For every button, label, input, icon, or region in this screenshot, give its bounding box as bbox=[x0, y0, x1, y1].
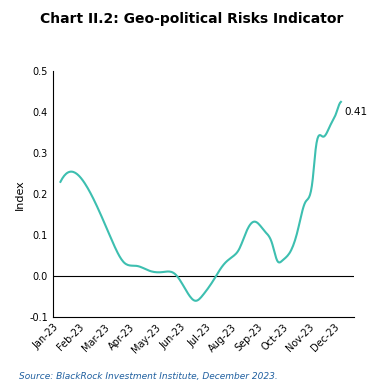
Text: 0.41: 0.41 bbox=[345, 107, 368, 117]
Text: Chart II.2: Geo-political Risks Indicator: Chart II.2: Geo-political Risks Indicato… bbox=[40, 12, 343, 25]
Y-axis label: Index: Index bbox=[15, 179, 25, 209]
Text: Source: BlackRock Investment Institute, December 2023.: Source: BlackRock Investment Institute, … bbox=[19, 372, 278, 381]
